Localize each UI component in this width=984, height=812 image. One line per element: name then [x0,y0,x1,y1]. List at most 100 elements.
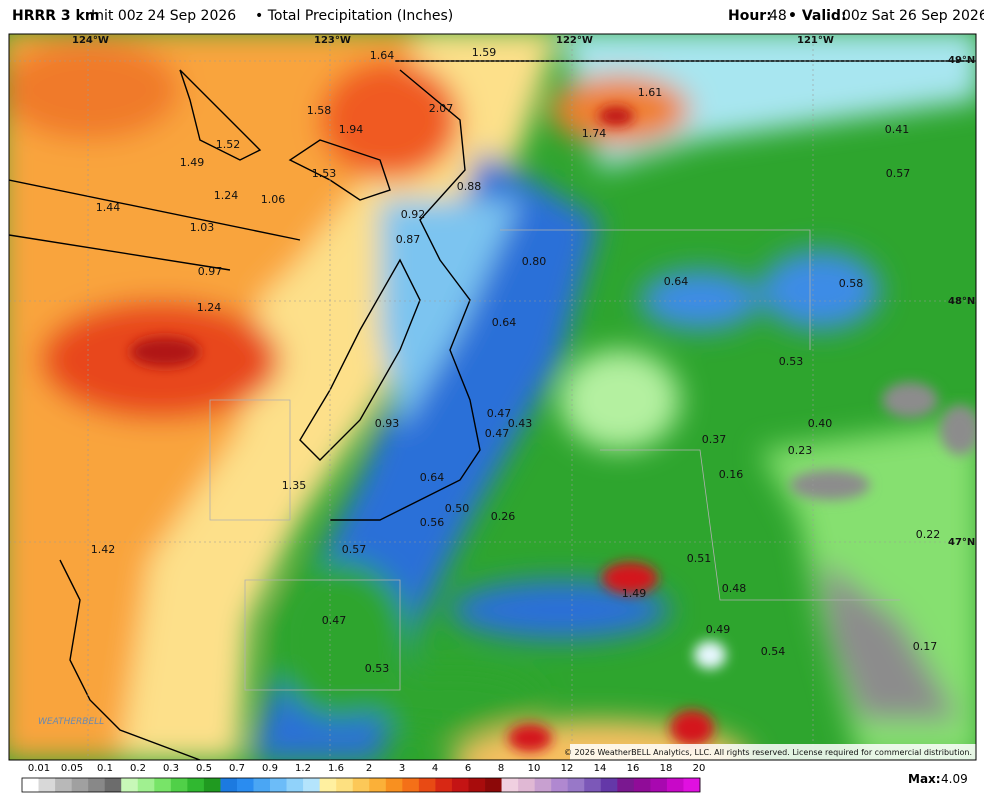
colorbar-swatch [88,778,105,792]
point-value: 0.51 [687,552,712,565]
point-value: 1.61 [638,86,663,99]
colorbar-label: 1.2 [295,763,311,774]
colorbar-frame [21,777,701,793]
colorbar-swatch [451,778,469,792]
point-value: 1.44 [96,201,121,214]
colorbar-swatch [154,778,172,792]
colorbar-label: 0.5 [196,763,212,774]
point-value: 0.87 [396,233,421,246]
colorbar-swatch [203,778,221,792]
colorbar-swatch [485,778,502,792]
colorbar-swatch [501,778,519,792]
grid-label: 123°W [314,35,351,46]
colorbar-swatch [336,778,354,792]
colorbar-swatch [137,778,155,792]
point-value: 0.40 [808,417,833,430]
point-value: 0.93 [375,417,400,430]
point-value: 1.64 [370,49,395,62]
point-value: 0.16 [719,468,744,481]
colorbar-label: 14 [594,763,607,774]
colorbar-swatch [666,778,684,792]
hour-label: Hour: [728,8,772,24]
max-label: Max: [908,772,941,786]
point-value: 2.07 [429,102,454,115]
colorbar-swatch [567,778,585,792]
colorbar-swatch [352,778,370,792]
colorbar-swatch [38,778,56,792]
point-value: 0.56 [420,516,445,529]
valid: 00z Sat 26 Sep 2026 [842,8,984,24]
point-value: 1.42 [91,543,116,556]
point-value: 0.53 [779,355,804,368]
colorbar-swatch [633,778,651,792]
colorbar-swatch [22,778,39,792]
point-value: 0.64 [492,316,517,329]
colorbar-swatch [319,778,337,792]
point-value: 1.24 [197,301,222,314]
point-value: 1.94 [339,123,364,136]
map: 124°W 123°W 122°W 121°W 49°N 48°N 47°N 1.64 1.59… [9,34,976,760]
grid-label: 48°N [948,296,975,307]
colorbar-label: 8 [498,763,504,774]
point-value: 0.50 [445,502,470,515]
colorbar-swatch [303,778,320,792]
point-value: 0.97 [198,265,223,278]
colorbar-swatch [220,778,238,792]
point-value: 0.64 [664,275,689,288]
valid-label: • Valid: [788,8,847,24]
colorbar-label: 2 [366,763,372,774]
colorbar-swatch [584,778,602,792]
init: Init 00z 24 Sep 2026 [91,8,236,24]
grid-label: 47°N [948,537,975,548]
colorbar-label: 0.05 [61,763,83,774]
point-value: 0.41 [885,123,910,136]
colorbar-label: 18 [660,763,673,774]
colorbar-swatch [650,778,668,792]
point-value: 1.52 [216,138,241,151]
colorbar-swatch [236,778,254,792]
point-value: 0.47 [487,407,512,420]
colorbar-swatch [104,778,122,792]
colorbar-swatch [468,778,486,792]
point-value: 0.64 [420,471,445,484]
colorbar-swatch [253,778,271,792]
colorbar-swatch [71,778,89,792]
point-value: 1.03 [190,221,215,234]
colorbar-label: 0.7 [229,763,245,774]
colorbar-swatch [683,778,701,792]
point-value: 0.23 [788,444,813,457]
point-value: 0.48 [722,582,747,595]
colorbar-label: 16 [627,763,640,774]
field: • Total Precipitation (Inches) [255,8,453,24]
point-value: 1.74 [582,127,607,140]
colorbar-label: 0.01 [28,763,50,774]
logo: WEATHERBELL [38,717,104,727]
colorbar-swatch [121,778,139,792]
grid-label: 121°W [797,35,834,46]
point-value: 1.24 [214,189,239,202]
map-frame [8,33,977,761]
colorbar-label: 0.2 [130,763,146,774]
colorbar-swatch [385,778,403,792]
colorbar-label: 0.9 [262,763,278,774]
colorbar-swatch [435,778,453,792]
point-value: 0.57 [886,167,911,180]
colorbar-swatch [600,778,618,792]
point-value: 0.53 [365,662,390,675]
point-value: 0.54 [761,645,786,658]
point-value: 1.58 [307,104,332,117]
colorbar-label: 0.1 [97,763,113,774]
point-value: 0.58 [839,277,864,290]
colorbar-swatch [551,778,569,792]
colorbar-label: 1.6 [328,763,344,774]
colorbar-swatch [55,778,72,792]
point-value: 0.47 [322,614,347,627]
point-value: 0.17 [913,640,938,653]
colorbar-label: 12 [561,763,574,774]
point-value: 1.35 [282,479,307,492]
model: HRRR 3 km [12,8,99,24]
colorbar-label: 0.3 [163,763,179,774]
grid-label: 124°W [72,35,109,46]
point-value: 0.43 [508,417,533,430]
